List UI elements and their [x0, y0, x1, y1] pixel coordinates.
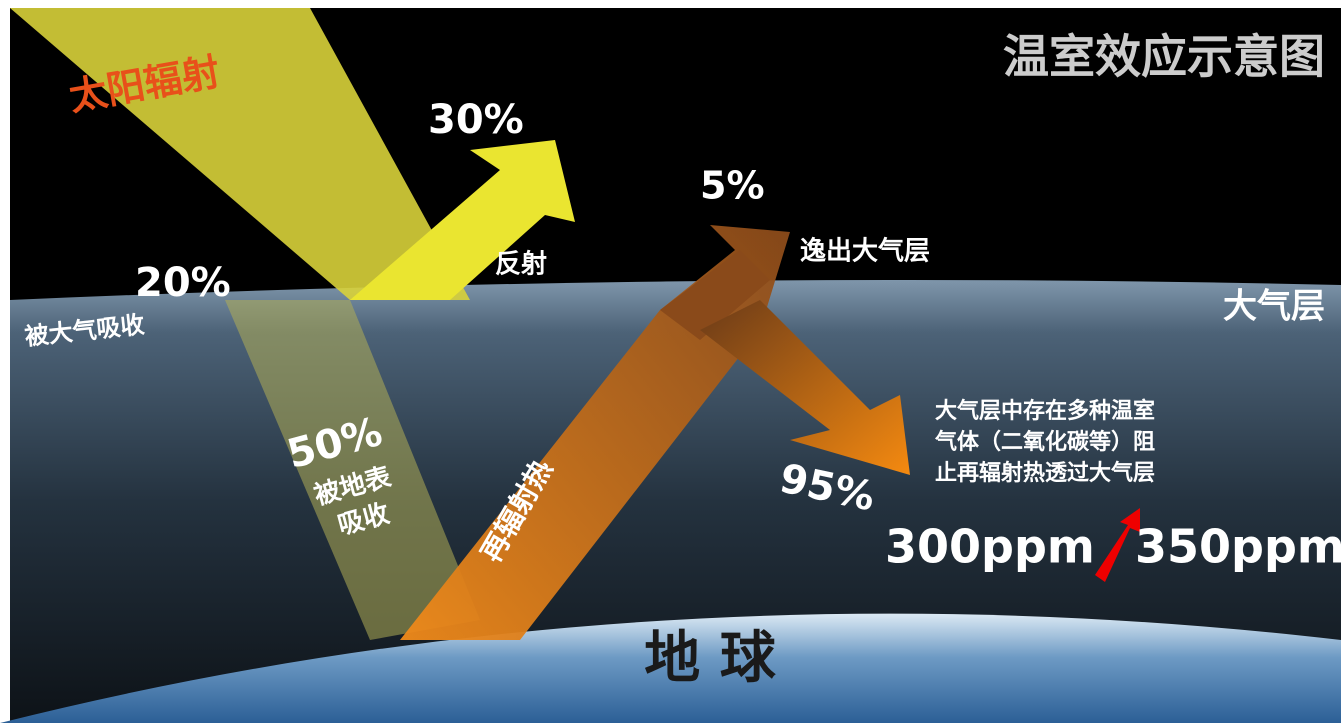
- trapped-arrow: [700, 300, 910, 475]
- escape-label: 逸出大气层: [800, 236, 930, 267]
- trapped-line: 止再辐射热透过大气层: [935, 460, 1155, 486]
- escape-percent: 5%: [700, 164, 765, 208]
- title: 温室效应示意图: [1003, 30, 1325, 84]
- atmosphere-label: 大气层: [1223, 287, 1325, 327]
- trapped-line: 大气层中存在多种温室: [935, 398, 1155, 424]
- solar-beam: [10, 8, 470, 300]
- escape-arrow-base: [660, 250, 770, 340]
- earth-label: 地 球: [644, 626, 776, 691]
- reflect-label: 反射: [495, 250, 547, 280]
- reflect-arrow: [350, 140, 575, 300]
- earth-surface: [0, 613, 1341, 723]
- co2-from: 300ppm: [885, 520, 1095, 574]
- reflect-percent: 30%: [428, 97, 524, 143]
- increase-arrow: [1095, 508, 1140, 582]
- ground-beam: [225, 300, 480, 640]
- atmos-absorb-percent: 20%: [135, 260, 231, 306]
- trapped-line: 气体（二氧化碳等）阻: [934, 429, 1155, 455]
- co2-to: 350ppm: [1135, 520, 1341, 574]
